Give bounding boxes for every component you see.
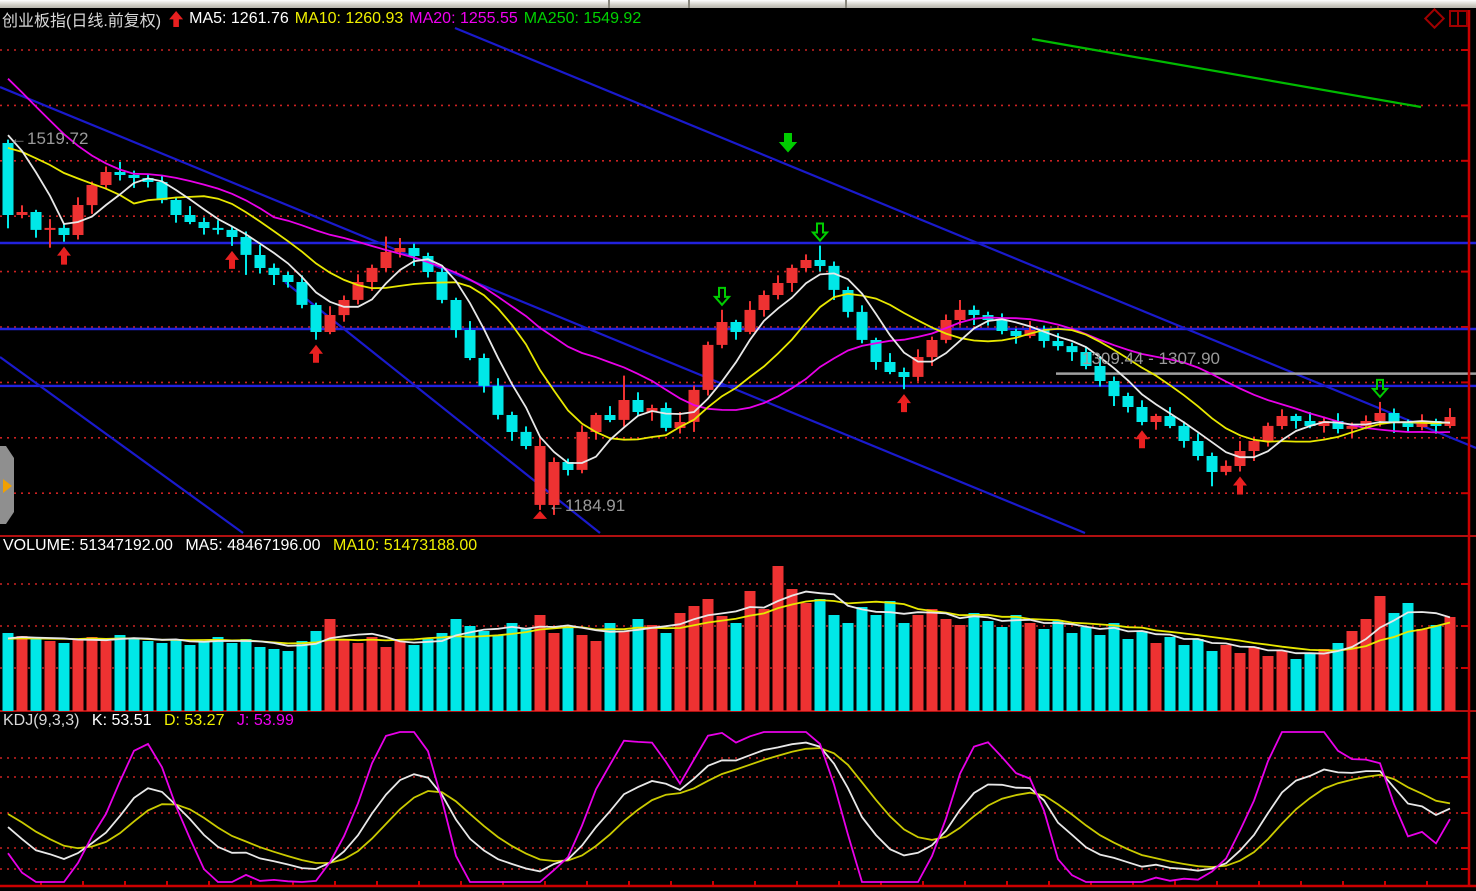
panel-expand-tab[interactable] [0, 446, 14, 524]
low-price-annotation: ←1184.91 [548, 496, 626, 515]
ma250-readout: MA250: 1549.92 [523, 10, 642, 27]
high-price-annotation: ←1519.72 [10, 129, 89, 148]
volume-pane-header: VOLUME: 51347192.00 MA5: 48467196.00 MA1… [3, 537, 485, 555]
volume-ma10-readout: MA10: 51473188.00 [333, 537, 478, 554]
top-window-edge [0, 0, 1476, 8]
symbol-title: 创业板指(日线.前复权) [2, 13, 162, 30]
ma5-readout: MA5: 1261.76 [189, 10, 289, 27]
top-edge-separator [845, 0, 847, 8]
kdj-pane-header: KDJ(9,3,3) K: 53.51 D: 53.27 J: 53.99 [3, 712, 302, 730]
title-bar: 创业板指(日线.前复权) MA5: 1261.76 MA10: 1260.93 … [2, 9, 647, 30]
split-window-icon[interactable] [1449, 10, 1468, 27]
top-edge-separator [688, 0, 690, 8]
kdj-d-readout: D: 53.27 [163, 712, 225, 729]
kdj-name: KDJ(9,3,3) [3, 712, 80, 729]
volume-readout: VOLUME: 51347192.00 [3, 537, 173, 554]
expand-arrow-icon [3, 479, 12, 493]
range-annotation: 1309.44 - 1307.90 [1082, 349, 1221, 368]
kdj-k-readout: K: 53.51 [91, 712, 152, 729]
up-arrow-icon [169, 11, 184, 27]
ma20-readout: MA20: 1255.55 [409, 10, 518, 27]
diamond-icon[interactable] [1423, 7, 1446, 30]
top-edge-separator [608, 0, 610, 8]
kdj-j-readout: J: 53.99 [236, 712, 294, 729]
volume-ma5-readout: MA5: 48467196.00 [185, 537, 321, 554]
ma10-readout: MA10: 1260.93 [294, 10, 404, 27]
corner-icons [1423, 7, 1468, 30]
